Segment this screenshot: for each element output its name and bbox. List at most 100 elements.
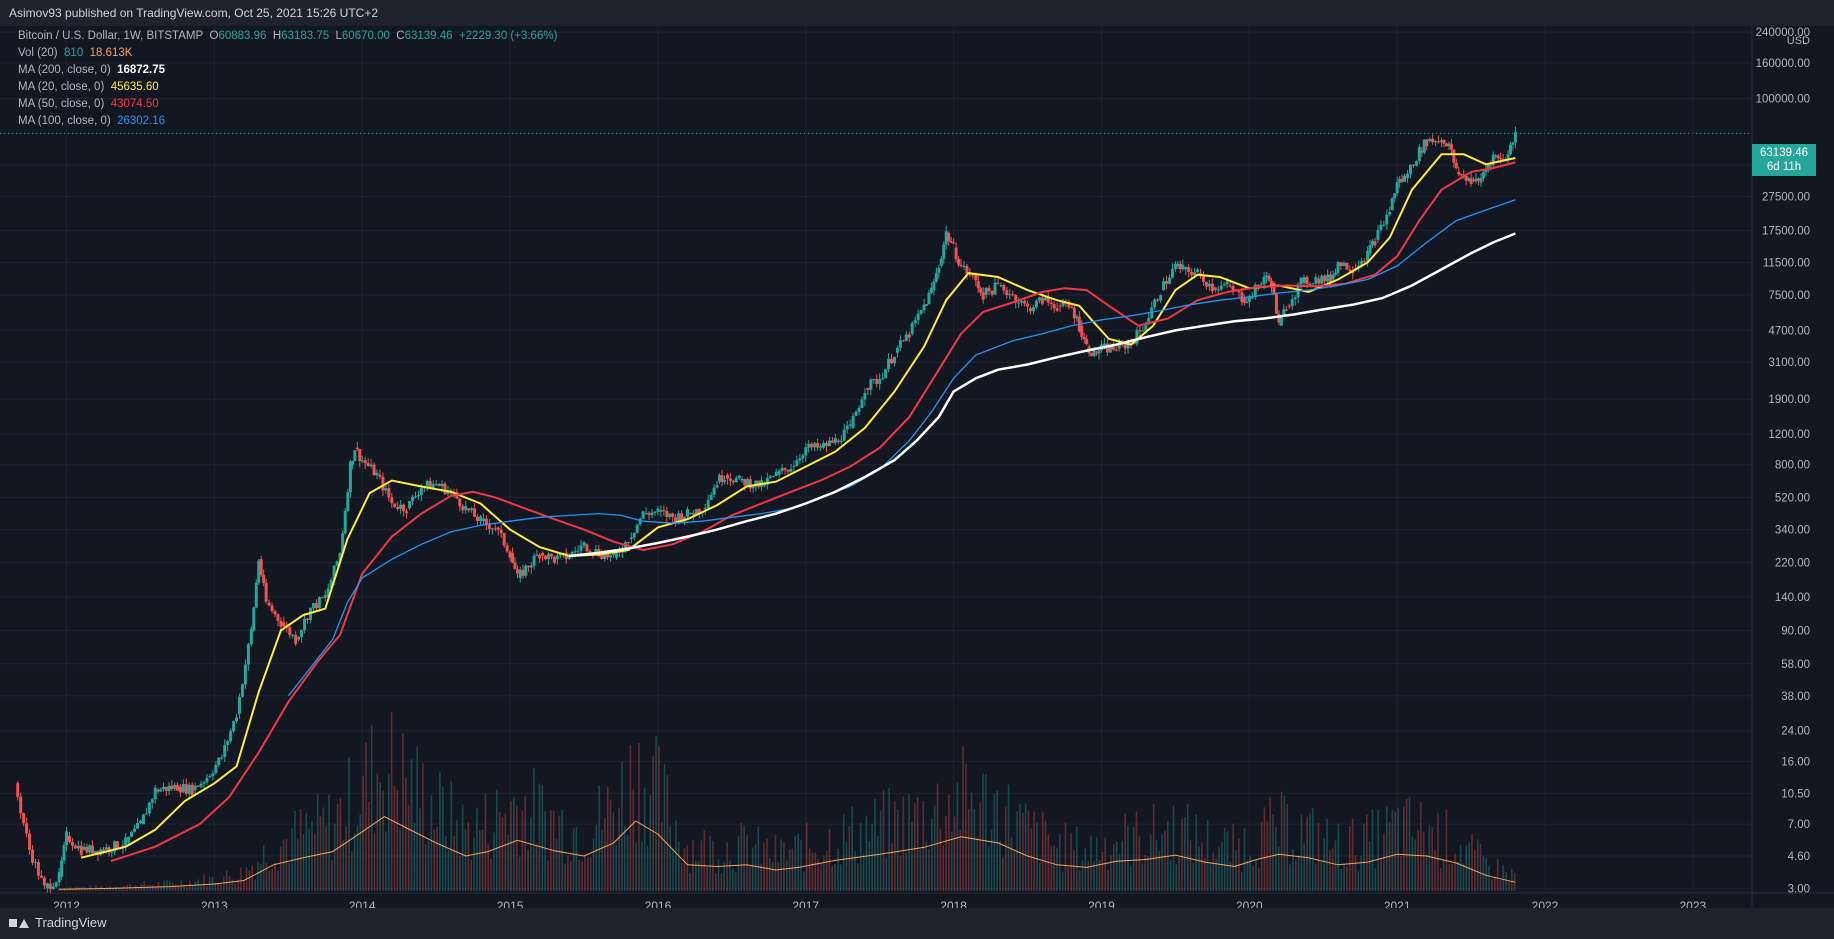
candle-body — [1095, 352, 1099, 354]
volume-bar — [370, 724, 373, 891]
candle-body — [502, 533, 506, 546]
volume-bar — [137, 888, 140, 891]
volume-bar — [811, 852, 814, 891]
volume-bar — [1411, 836, 1414, 891]
candle-body — [1442, 139, 1446, 144]
candle-body — [238, 696, 242, 714]
volume-bar — [740, 822, 743, 891]
volume-bar — [1073, 850, 1075, 891]
volume-bar — [803, 871, 805, 891]
candle-body — [718, 475, 722, 482]
volume-bar — [942, 845, 944, 891]
candle-body — [872, 379, 876, 381]
candle-body — [1061, 301, 1065, 307]
ma100-row[interactable]: MA (100, close, 0) 26302.16 — [18, 113, 165, 130]
candle-body — [1008, 294, 1012, 296]
candle-body — [529, 565, 533, 568]
candle-body — [1305, 277, 1309, 285]
low-label: L — [335, 30, 342, 42]
candle-body — [1398, 178, 1402, 183]
volume-bar — [1257, 868, 1260, 891]
volume-bar — [1027, 810, 1030, 891]
candle-body — [1395, 182, 1399, 194]
volume-bar — [1246, 860, 1249, 891]
volume-bar — [316, 793, 319, 891]
candle-body — [833, 438, 837, 443]
volume-bar — [1064, 822, 1067, 891]
candle-body — [369, 464, 373, 466]
candle-body — [848, 424, 852, 426]
volume-bar — [288, 862, 291, 891]
volume-bar — [1002, 857, 1004, 891]
candle-body — [1444, 143, 1448, 147]
candle-body — [1334, 272, 1338, 275]
candle-body — [458, 498, 462, 507]
volume-row[interactable]: Vol (20) 810 18.613K — [18, 45, 132, 62]
volume-bar — [95, 884, 97, 891]
ma200-row[interactable]: MA (200, close, 0) 16872.75 — [18, 62, 165, 79]
candle-body — [1388, 212, 1392, 215]
volume-bar — [660, 822, 663, 891]
candle-body — [934, 272, 938, 282]
candle-body — [190, 784, 194, 796]
candle-body — [1420, 151, 1424, 153]
volume-bar — [757, 826, 760, 891]
candle-body — [890, 358, 894, 364]
volume-bar — [882, 790, 885, 891]
candle-body — [399, 504, 403, 509]
volume-bar — [663, 764, 666, 891]
candle-body — [202, 782, 206, 784]
volume-bar — [731, 868, 734, 891]
volume-bar — [1223, 827, 1226, 891]
volume-bar — [592, 838, 595, 891]
volume-bar — [254, 879, 256, 891]
volume-bar — [925, 841, 927, 891]
ma20-row[interactable]: MA (20, close, 0) 45635.60 — [18, 79, 159, 96]
candle-body — [712, 487, 716, 495]
volume-bar — [66, 889, 69, 891]
volume-bar — [1331, 848, 1334, 891]
candle-body — [1434, 141, 1438, 143]
volume-bar — [194, 881, 197, 891]
candle-body — [937, 267, 941, 273]
candle-body — [1176, 263, 1180, 266]
candle-body — [1311, 283, 1315, 285]
volume-bar — [615, 844, 618, 891]
candle-body — [1167, 277, 1171, 284]
ma50-row[interactable]: MA (50, close, 0) 43074.50 — [18, 96, 159, 113]
candle-body — [303, 618, 307, 631]
candle-body — [662, 510, 666, 512]
volume-bar — [868, 840, 871, 891]
volume-bar — [115, 887, 117, 891]
volume-bar — [1329, 850, 1331, 891]
volume-bar — [257, 861, 259, 891]
volume-bar — [200, 885, 202, 891]
volume-bar — [888, 787, 890, 891]
volume-bar — [260, 863, 262, 891]
chart-area[interactable]: 240000.00160000.00100000.0041500.0027500… — [0, 26, 1834, 908]
volume-bar — [515, 805, 518, 891]
volume-bar — [356, 825, 359, 891]
candle-body — [1348, 269, 1352, 272]
volume-bar — [908, 793, 910, 891]
candle-body — [813, 443, 817, 448]
candle-body — [1481, 172, 1485, 179]
volume-bar — [1300, 814, 1303, 891]
volume-bar — [541, 784, 544, 891]
volume-bar — [484, 793, 487, 891]
ma200-label: MA (200, close, 0) — [18, 64, 111, 76]
high-label: H — [272, 30, 282, 42]
volume-bar — [953, 816, 956, 891]
candle-body — [464, 506, 468, 511]
volume-bar — [1502, 864, 1505, 891]
y-tick-label: 7.00 — [1788, 819, 1810, 831]
volume-bar — [240, 867, 242, 891]
price-chart[interactable]: 240000.00160000.00100000.0041500.0027500… — [0, 26, 1834, 908]
tradingview-logo[interactable]: TradingView — [9, 915, 107, 930]
candle-body — [223, 744, 227, 757]
volume-bar — [368, 801, 370, 891]
candle-body — [600, 552, 604, 560]
volume-bar — [831, 866, 834, 891]
candle-body — [1469, 178, 1473, 184]
candle-body — [854, 411, 858, 416]
